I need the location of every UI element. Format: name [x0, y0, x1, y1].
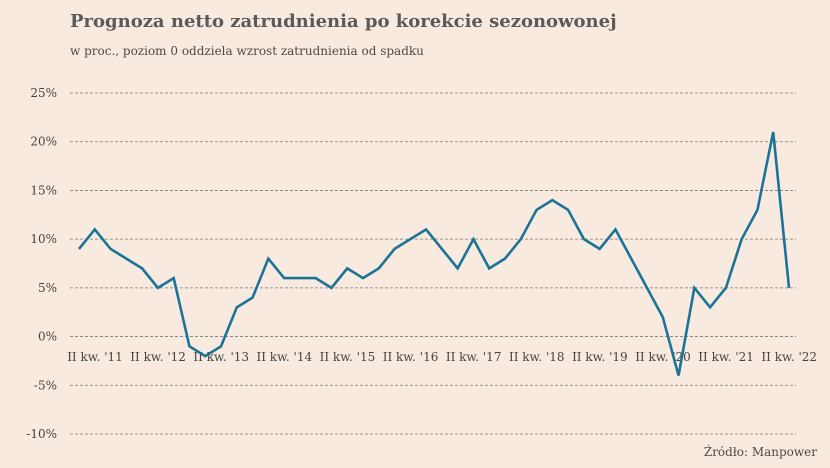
x-tick-label: II kw. '11 [67, 350, 123, 364]
x-tick-label: II kw. '14 [257, 350, 313, 364]
series-line [77, 131, 791, 376]
chart-title: Prognoza netto zatrudnienia po korekcie … [70, 11, 617, 32]
x-tick-label: II kw. '20 [635, 350, 691, 364]
y-tick-label: 15% [30, 183, 57, 197]
y-tick-label: -5% [34, 378, 57, 392]
x-tick-label: II kw. '18 [509, 350, 565, 364]
series-lines [77, 131, 791, 376]
x-tick-label: II kw. '15 [320, 350, 376, 364]
source-note: Źródło: Manpower [703, 445, 817, 459]
y-tick-label: 5% [38, 281, 57, 295]
y-tick-label: 20% [30, 135, 57, 149]
x-tick-label: II kw. '17 [446, 350, 502, 364]
y-tick-label: -10% [26, 427, 57, 441]
x-tick-label: II kw. '22 [761, 350, 817, 364]
x-tick-label: II kw. '16 [383, 350, 439, 364]
gridlines [70, 92, 796, 435]
x-tick-label: II kw. '13 [193, 350, 249, 364]
y-axis-ticks: 25% 20% 15% 10% 5% 0% -5% -10% [26, 86, 57, 441]
chart-subtitle: w proc., poziom 0 oddziela wzrost zatrud… [70, 44, 424, 58]
x-axis-ticks: II kw. '11 II kw. '12 II kw. '13 II kw. '14… [67, 350, 817, 364]
y-tick-label: 10% [30, 232, 57, 246]
x-tick-label: II kw. '19 [572, 350, 628, 364]
y-tick-label: 0% [38, 330, 57, 344]
x-tick-label: II kw. '12 [130, 350, 186, 364]
x-tick-label: II kw. '21 [698, 350, 754, 364]
y-tick-label: 25% [30, 86, 57, 100]
